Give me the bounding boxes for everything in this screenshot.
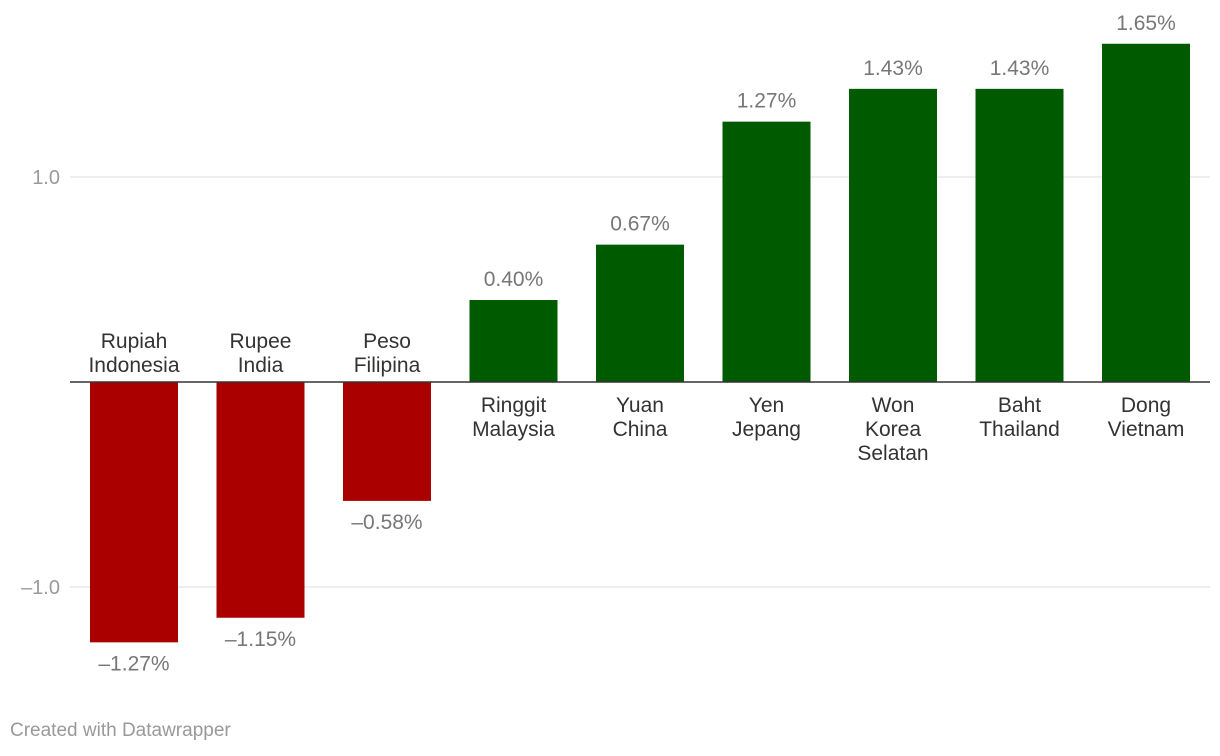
data-label: 1.27% <box>737 90 797 113</box>
bar <box>90 382 178 643</box>
data-label: 1.43% <box>863 57 923 80</box>
bar <box>1102 43 1190 382</box>
category-label: Rupee India <box>230 330 292 377</box>
bar-chart: 1.0 –1.0 –1.27% Rupiah Indonesia –1.15% Rupee I… <box>21 12 1210 675</box>
category-label: Baht Thailand <box>979 394 1060 441</box>
category-label: Yen Jepang <box>732 394 801 441</box>
y-tick-label: –1.0 <box>21 577 60 599</box>
category-label: Rupiah Indonesia <box>88 330 179 377</box>
bar <box>216 382 305 618</box>
bar <box>849 88 937 382</box>
data-label: –0.58% <box>351 511 422 534</box>
bar <box>722 121 811 383</box>
y-tick-label: 1.0 <box>32 167 60 189</box>
category-label: Dong Vietnam <box>1108 394 1185 441</box>
category-label: Peso Filipina <box>354 330 421 377</box>
category-label: Ringgit Malaysia <box>472 394 555 441</box>
bar <box>596 244 684 382</box>
data-label: 1.65% <box>1116 12 1176 35</box>
data-label: 1.43% <box>990 57 1050 80</box>
data-label: –1.27% <box>98 652 169 675</box>
bar <box>975 88 1064 382</box>
category-label: Won Korea Selatan <box>857 394 928 465</box>
data-label: 0.40% <box>484 268 544 291</box>
data-label: 0.67% <box>610 213 670 236</box>
datawrapper-credit: Created with Datawrapper <box>10 720 231 741</box>
category-label: Yuan China <box>613 394 668 441</box>
data-label: –1.15% <box>225 628 296 651</box>
bar <box>469 300 558 382</box>
bar <box>343 382 431 501</box>
